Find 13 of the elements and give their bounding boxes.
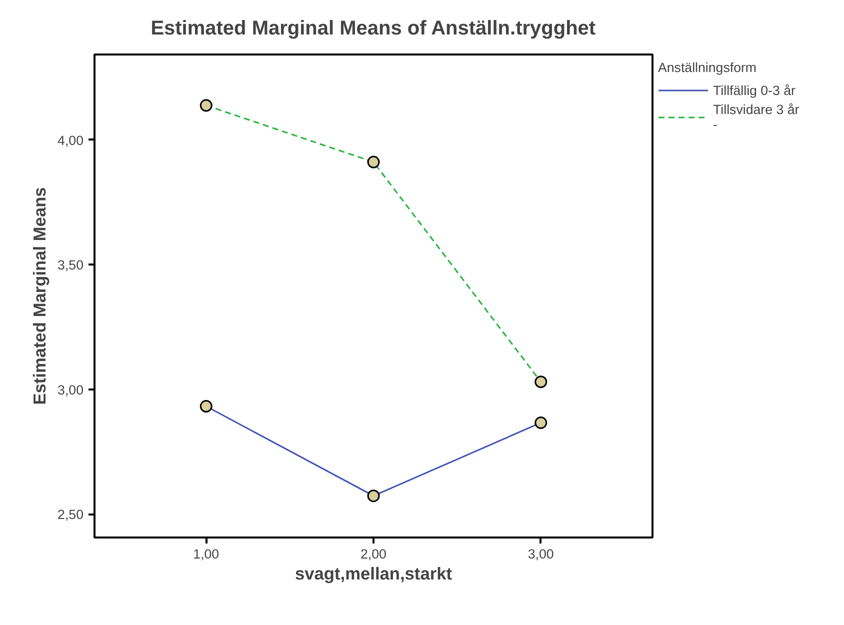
y-axis-title: Estimated Marginal Means [30,187,50,405]
x-tick-label: 1,00 [193,546,220,562]
y-tick-label: 3,50 [58,258,84,273]
y-tick-label: 4,00 [58,132,84,148]
legend-label: Tillfällig 0-3 år [713,82,796,98]
x-axis-title: svagt,mellan,starkt [295,564,452,584]
y-tick-label: 3,00 [58,382,84,398]
x-tick-label: 3,00 [528,546,554,562]
legend-title: Anställningsform [658,60,758,75]
legend-label: Tillsvidare 3 år - [713,102,800,132]
x-tick-label: 2,00 [360,546,386,562]
chart-title: Estimated Marginal Means of Anställn.trygghet [150,18,596,40]
y-tick-label: 2,50 [58,507,84,522]
